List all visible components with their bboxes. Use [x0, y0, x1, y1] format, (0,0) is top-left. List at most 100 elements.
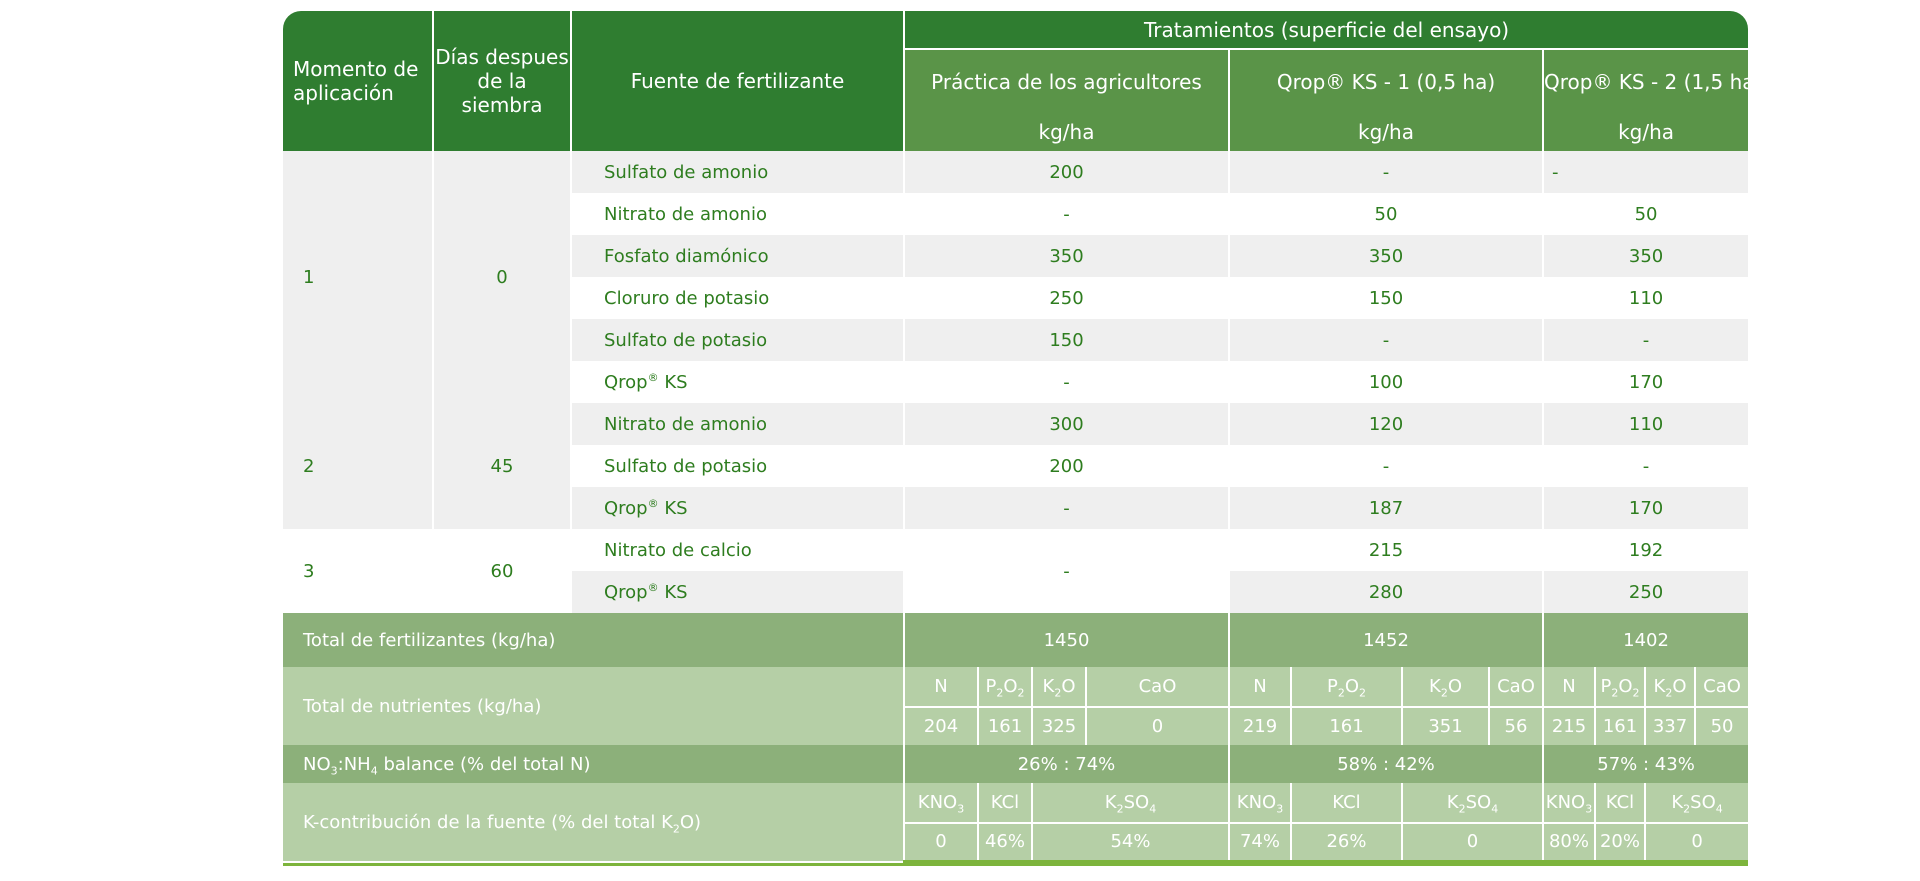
fuente-cell: Cloruro de potasio [571, 277, 905, 319]
k-value: 20% [1595, 823, 1646, 863]
value-cell: 350 [1229, 235, 1544, 277]
header-treatment-2: Qrop® KS - 1 (0,5 ha) [1229, 49, 1544, 113]
value-cell: 110 [1543, 403, 1749, 445]
nutr-header-n: N [1229, 667, 1292, 708]
header-treatment-1: Práctica de los agricultores [904, 49, 1230, 113]
value-cell: 100 [1229, 361, 1544, 403]
total-fert-value: 1402 [1543, 613, 1749, 667]
value-cell: - [904, 193, 1230, 235]
nutr-header-p2o2: P2O2 [1595, 667, 1646, 708]
registered-mark: ® [647, 496, 659, 510]
value-cell: 50 [1543, 193, 1749, 235]
nutr-value: 351 [1402, 707, 1490, 745]
nutr-value: 219 [1229, 707, 1292, 745]
value-cell: - [904, 361, 1230, 403]
balance-value: 26% : 74% [904, 745, 1230, 783]
nutr-value: 161 [978, 707, 1033, 745]
value-cell: - [1229, 151, 1544, 193]
nutr-value: 204 [904, 707, 979, 745]
value-cell: - [904, 529, 1230, 613]
k-value: 0 [1645, 823, 1749, 863]
dias-cell: 45 [433, 403, 572, 529]
nutr-value: 0 [1086, 707, 1230, 745]
value-cell: 192 [1543, 529, 1749, 571]
value-cell: - [1543, 445, 1749, 487]
value-cell: 50 [1229, 193, 1544, 235]
value-cell: 300 [904, 403, 1230, 445]
nutr-header-cao: CaO [1086, 667, 1230, 708]
momento-cell: 2 [283, 403, 434, 529]
k-header-kno3: KNO3 [1229, 783, 1292, 824]
dias-cell: 0 [433, 151, 572, 403]
k-header-kno3: KNO3 [904, 783, 979, 824]
fuente-base: Qrop [604, 371, 648, 393]
fuente-cell: Nitrato de calcio [571, 529, 905, 571]
k-value: 46% [978, 823, 1033, 863]
value-cell: - [1229, 445, 1544, 487]
kcontrib-label: K-contribución de la fuente (% del total… [283, 783, 905, 861]
fuente-cell: Qrop® KS [571, 571, 905, 613]
value-cell: - [1543, 151, 1749, 193]
k-value: 80% [1543, 823, 1596, 863]
header-unit-2: kg/ha [1229, 113, 1544, 151]
fuente-cell: Sulfato de amonio [571, 151, 905, 193]
balance-label: NO3:NH4 balance (% del total N) [283, 745, 905, 783]
header-unit-1: kg/ha [904, 113, 1230, 151]
header-fuente: Fuente de fertilizante [571, 11, 905, 151]
fertilizer-table-container: Momento de aplicación Días despues de la… [283, 11, 1749, 866]
nutr-header-k2o: K2O [1032, 667, 1087, 708]
value-cell: 250 [904, 277, 1230, 319]
fuente-base: Qrop [604, 497, 648, 519]
nutr-header-cao: CaO [1489, 667, 1544, 708]
value-cell: 150 [904, 319, 1230, 361]
value-cell: 120 [1229, 403, 1544, 445]
fuente-rest: KS [658, 497, 688, 519]
value-cell: 350 [904, 235, 1230, 277]
header-dias: Días despues de la siembra [433, 11, 572, 151]
value-cell: 170 [1543, 487, 1749, 529]
nutr-value: 161 [1291, 707, 1403, 745]
value-cell: 110 [1543, 277, 1749, 319]
nutr-header-p2o2: P2O2 [978, 667, 1033, 708]
k-value: 0 [904, 823, 979, 863]
fuente-base: Qrop [604, 581, 648, 603]
nutr-value: 337 [1645, 707, 1696, 745]
value-cell: 250 [1543, 571, 1749, 613]
fuente-cell: Nitrato de amonio [571, 403, 905, 445]
nutr-value: 161 [1595, 707, 1646, 745]
total-fert-value: 1450 [904, 613, 1230, 667]
nutr-value: 215 [1543, 707, 1596, 745]
fuente-cell: Qrop® KS [571, 487, 905, 529]
k-header-k2so4: K2SO4 [1402, 783, 1544, 824]
k-value: 0 [1402, 823, 1544, 863]
value-cell: 200 [904, 151, 1230, 193]
fuente-rest: KS [658, 581, 688, 603]
k-value: 74% [1229, 823, 1292, 863]
dias-cell: 60 [433, 529, 572, 613]
fuente-cell: Sulfato de potasio [571, 445, 905, 487]
registered-mark: ® [647, 580, 659, 594]
fuente-cell: Qrop® KS [571, 361, 905, 403]
fuente-cell: Fosfato diamónico [571, 235, 905, 277]
registered-mark: ® [647, 370, 659, 384]
k-header-kno3: KNO3 [1543, 783, 1596, 824]
k-header-kcl: KCl [1595, 783, 1646, 824]
momento-cell: 1 [283, 151, 434, 403]
nutr-header-k2o: K2O [1645, 667, 1696, 708]
fertilizer-table: Momento de aplicación Días despues de la… [283, 11, 1749, 866]
nutr-value: 325 [1032, 707, 1087, 745]
nutr-header-n: N [904, 667, 979, 708]
value-cell: 150 [1229, 277, 1544, 319]
total-nutr-label: Total de nutrientes (kg/ha) [283, 667, 905, 745]
value-cell: - [904, 487, 1230, 529]
nutr-header-n: N [1543, 667, 1596, 708]
total-fert-label: Total de fertilizantes (kg/ha) [283, 613, 905, 667]
k-value: 54% [1032, 823, 1230, 863]
k-header-k2so4: K2SO4 [1032, 783, 1230, 824]
momento-cell: 3 [283, 529, 434, 613]
balance-value: 58% : 42% [1229, 745, 1544, 783]
k-value: 26% [1291, 823, 1403, 863]
header-momento: Momento de aplicación [283, 11, 434, 151]
fuente-rest: KS [658, 371, 688, 393]
value-cell: - [1229, 319, 1544, 361]
